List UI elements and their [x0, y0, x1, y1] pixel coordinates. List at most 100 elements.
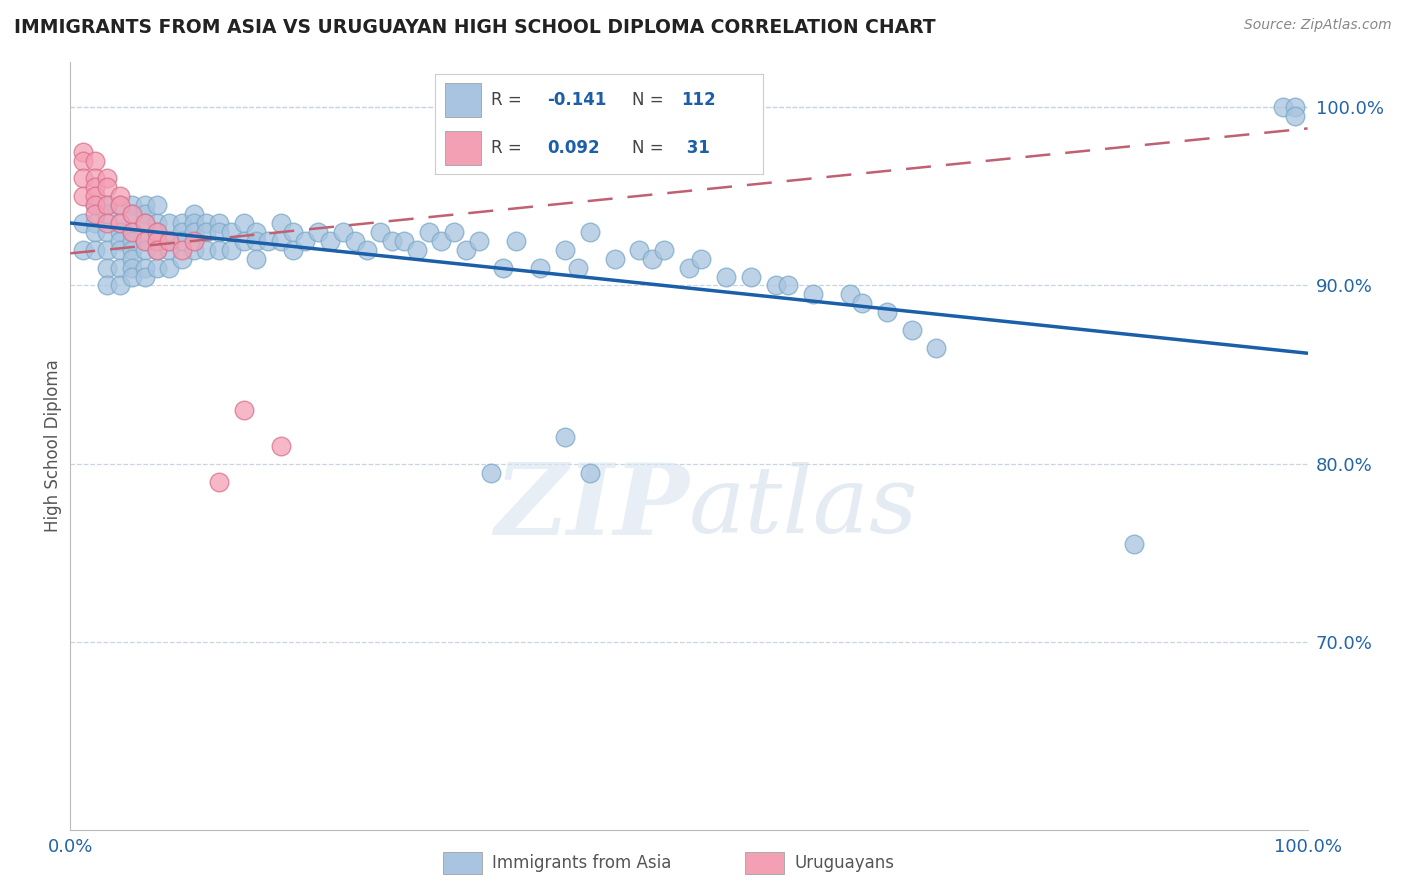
Point — [108, 189, 131, 203]
Point — [96, 180, 118, 194]
Text: Uruguayans: Uruguayans — [794, 854, 894, 872]
Point — [84, 198, 107, 212]
Point — [332, 225, 354, 239]
Point — [603, 252, 626, 266]
Point — [270, 234, 292, 248]
FancyBboxPatch shape — [745, 852, 785, 874]
Point — [245, 234, 267, 248]
Point — [208, 243, 231, 257]
Point — [838, 287, 860, 301]
Point — [121, 243, 143, 257]
Point — [170, 252, 193, 266]
Point — [134, 269, 156, 284]
Point — [245, 252, 267, 266]
Point — [121, 252, 143, 266]
Point — [925, 341, 948, 355]
Point — [430, 234, 453, 248]
Point — [628, 243, 651, 257]
Point — [232, 234, 254, 248]
Point — [157, 234, 180, 248]
Point — [134, 198, 156, 212]
Point — [1284, 109, 1306, 123]
Point — [108, 278, 131, 293]
Point — [208, 475, 231, 489]
Point — [801, 287, 824, 301]
Point — [876, 305, 898, 319]
Point — [183, 216, 205, 230]
Point — [343, 234, 366, 248]
Point — [319, 234, 342, 248]
Point — [851, 296, 873, 310]
Point — [96, 198, 118, 212]
Point — [368, 225, 391, 239]
Point — [776, 278, 799, 293]
Point — [270, 439, 292, 453]
Point — [232, 403, 254, 417]
Point — [121, 207, 143, 221]
Point — [492, 260, 515, 275]
Point — [121, 234, 143, 248]
Point — [134, 243, 156, 257]
Point — [170, 243, 193, 257]
Point — [740, 269, 762, 284]
Point — [146, 225, 169, 239]
Point — [1284, 100, 1306, 114]
Point — [157, 243, 180, 257]
Y-axis label: High School Diploma: High School Diploma — [44, 359, 62, 533]
Point — [740, 118, 762, 132]
Point — [170, 234, 193, 248]
Point — [134, 216, 156, 230]
Point — [195, 216, 218, 230]
Point — [96, 243, 118, 257]
Point — [554, 243, 576, 257]
Point — [690, 252, 713, 266]
Point — [84, 243, 107, 257]
Point — [121, 225, 143, 239]
Point — [72, 145, 94, 159]
Point — [96, 225, 118, 239]
Point — [219, 243, 242, 257]
Point — [84, 198, 107, 212]
Point — [170, 216, 193, 230]
Point — [765, 278, 787, 293]
Point — [443, 225, 465, 239]
Point — [183, 207, 205, 221]
Point — [121, 225, 143, 239]
Point — [183, 243, 205, 257]
Point — [678, 260, 700, 275]
Point — [479, 466, 502, 480]
Point — [567, 260, 589, 275]
Point — [405, 243, 427, 257]
Point — [381, 234, 404, 248]
Text: Source: ZipAtlas.com: Source: ZipAtlas.com — [1244, 18, 1392, 32]
Point — [1271, 100, 1294, 114]
Text: IMMIGRANTS FROM ASIA VS URUGUAYAN HIGH SCHOOL DIPLOMA CORRELATION CHART: IMMIGRANTS FROM ASIA VS URUGUAYAN HIGH S… — [14, 18, 935, 37]
Point — [134, 216, 156, 230]
Point — [467, 234, 489, 248]
Point — [579, 466, 602, 480]
Point — [257, 234, 280, 248]
Point — [579, 225, 602, 239]
Point — [157, 234, 180, 248]
Point — [72, 243, 94, 257]
Point — [84, 180, 107, 194]
Point — [146, 198, 169, 212]
Point — [232, 216, 254, 230]
Point — [307, 225, 329, 239]
Point — [146, 243, 169, 257]
Point — [208, 225, 231, 239]
Point — [394, 234, 416, 248]
Point — [108, 243, 131, 257]
Point — [96, 278, 118, 293]
Point — [641, 252, 664, 266]
Point — [134, 207, 156, 221]
Text: Immigrants from Asia: Immigrants from Asia — [492, 854, 672, 872]
Point — [245, 225, 267, 239]
Point — [146, 225, 169, 239]
Point — [294, 234, 316, 248]
Point — [134, 234, 156, 248]
Point — [529, 260, 551, 275]
Point — [134, 234, 156, 248]
Point — [121, 269, 143, 284]
Point — [134, 260, 156, 275]
